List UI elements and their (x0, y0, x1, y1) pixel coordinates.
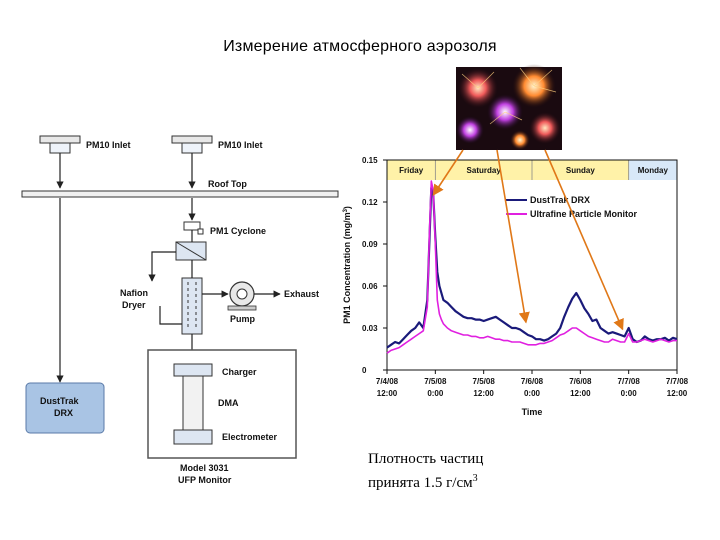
x-tick-date: 7/4/08 (376, 377, 399, 386)
pm1-cyclone (175, 221, 207, 261)
firework-event-arrow (544, 149, 624, 331)
day-label-saturday: Saturday (467, 166, 502, 175)
x-tick-date: 7/5/08 (424, 377, 447, 386)
day-label-sunday: Sunday (566, 166, 595, 175)
pm10-inlet-right (171, 135, 213, 221)
exhaust-label: Exhaust (284, 289, 319, 299)
day-label-monday: Monday (638, 166, 669, 175)
x-tick-date: 7/7/08 (666, 377, 689, 386)
y-tick-label: 0.09 (362, 240, 378, 249)
series-lines (386, 180, 678, 354)
x-tick-time: 0:00 (621, 389, 638, 398)
x-tick-time: 12:00 (667, 389, 688, 398)
pm1-time-series-chart: Friday Saturday Sunday Monday 0 0.03 0.06 0.09… (342, 149, 689, 417)
y-axis-ticks: 0 0.03 0.06 0.09 0.12 0.15 (362, 156, 387, 375)
day-bar-friday (387, 160, 436, 180)
x-tick-time: 12:00 (570, 389, 591, 398)
dma-label: DMA (218, 398, 239, 408)
legend-label-ultrafine: Ultrafine Particle Monitor (530, 209, 638, 219)
firework-event-arrow (496, 149, 530, 324)
x-tick-time: 0:00 (524, 389, 541, 398)
dusttrak-box (25, 382, 105, 434)
x-tick-time: 0:00 (427, 389, 444, 398)
legend-label-dusttrak: DustTrak DRX (530, 195, 590, 205)
ufp-monitor (147, 349, 297, 459)
x-tick-time: 12:00 (377, 389, 398, 398)
x-tick-date: 7/5/08 (473, 377, 496, 386)
y-tick-label: 0.12 (362, 198, 378, 207)
dusttrak-label-2: DRX (54, 408, 73, 418)
nafion-dryer (159, 260, 203, 361)
day-bar-saturday (435, 160, 532, 180)
inlet-left-label: PM10 Inlet (86, 140, 131, 150)
caption-line-2: принята 1.5 г/см3 (368, 469, 483, 493)
y-tick-label: 0 (362, 366, 367, 375)
x-tick-date: 7/6/08 (569, 377, 592, 386)
legend: DustTrak DRX Ultrafine Particle Monitor (506, 195, 638, 219)
dryer-label-2: Dryer (122, 300, 146, 310)
caption-superscript: 3 (472, 473, 478, 484)
series-line-ultrafine (386, 180, 677, 354)
model-label-1: Model 3031 (180, 463, 229, 473)
pm10-inlet-left (39, 135, 81, 383)
electrometer-label: Electrometer (222, 432, 278, 442)
caption-line-1: Плотность частиц (368, 451, 484, 467)
inlet-right-label: PM10 Inlet (218, 140, 263, 150)
charger-label: Charger (222, 367, 257, 377)
x-tick-date: 7/7/08 (618, 377, 641, 386)
dusttrak-label-1: DustTrak (40, 396, 80, 406)
model-label-2: UFP Monitor (178, 475, 232, 485)
y-tick-label: 0.06 (362, 282, 378, 291)
x-tick-date: 7/6/08 (521, 377, 544, 386)
y-tick-label: 0.15 (362, 156, 378, 165)
roof-label: Roof Top (208, 179, 247, 189)
caption-line-2-text: принята 1.5 г/см (368, 475, 473, 491)
pump (202, 281, 281, 311)
instrument-schematic: PM10 Inlet PM10 Inlet Roof Top PM1 Cyclo… (21, 135, 339, 485)
x-tick-time: 12:00 (473, 389, 494, 398)
pump-label: Pump (230, 314, 256, 324)
day-bar-monday (628, 160, 677, 180)
x-axis-ticks: 7/4/08 12:00 7/5/08 0:00 7/5/08 12:00 7/6/08 0:… (376, 370, 689, 398)
roof-line (21, 190, 339, 198)
firework-event-arrow (432, 149, 464, 196)
cyclone-label: PM1 Cyclone (210, 226, 266, 236)
fireworks-photo (456, 64, 562, 150)
dryer-label-1: Nafion (120, 288, 148, 298)
page-title: Измерение атмосферного аэрозоля (223, 38, 497, 55)
x-axis-title: Time (522, 407, 543, 417)
y-tick-label: 0.03 (362, 324, 378, 333)
density-caption: Плотность частиц принята 1.5 г/см3 (368, 450, 483, 493)
day-label-friday: Friday (399, 166, 424, 175)
day-bars: Friday Saturday Sunday Monday (387, 160, 677, 180)
y-axis-title: PM1 Concentration (mg/m3) (342, 206, 352, 324)
annotation-arrows (432, 149, 624, 331)
